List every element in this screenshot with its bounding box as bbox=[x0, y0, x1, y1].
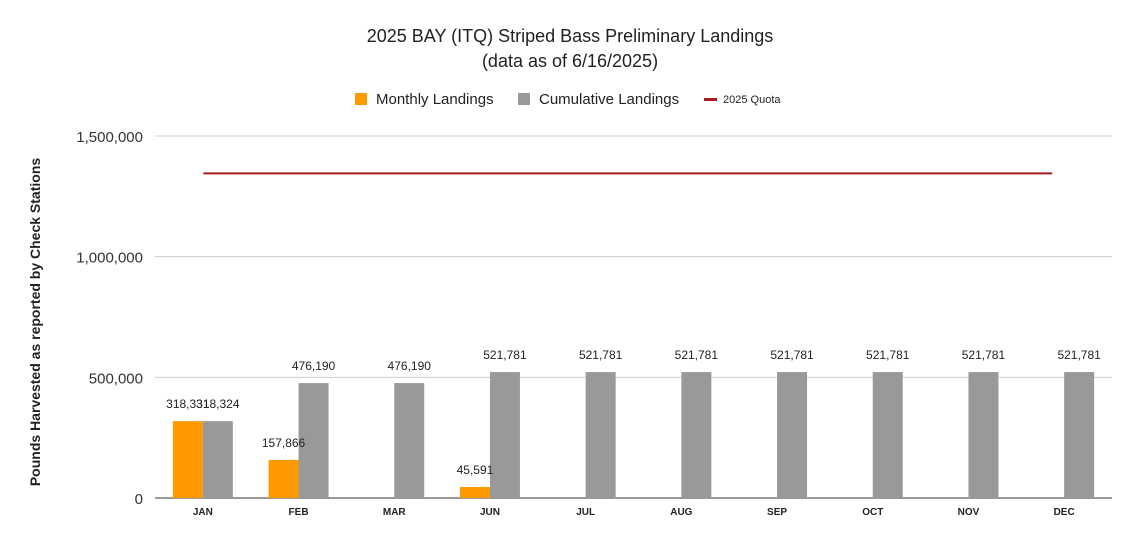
data-label-monthly: 318,331 bbox=[166, 397, 210, 411]
data-label-cumulative: 521,781 bbox=[675, 348, 719, 362]
chart-title: 2025 BAY (ITQ) Striped Bass Preliminary … bbox=[367, 26, 774, 46]
x-tick-label: NOV bbox=[958, 507, 980, 518]
chart-subtitle: (data as of 6/16/2025) bbox=[482, 51, 658, 71]
data-label-monthly: 45,591 bbox=[457, 463, 494, 477]
bar-monthly-jun bbox=[459, 486, 490, 498]
bar-monthly-jan bbox=[172, 421, 203, 498]
y-axis-ticks: 0 500,000 1,000,000 1,500,000 bbox=[76, 129, 143, 508]
bar-cumulative-dec bbox=[1064, 372, 1095, 498]
bar-cumulative-jul bbox=[585, 372, 616, 498]
data-label-cumulative: 476,190 bbox=[388, 359, 432, 373]
legend: Monthly Landings Cumulative Landings 202… bbox=[355, 91, 781, 108]
x-tick-label: SEP bbox=[767, 507, 787, 518]
legend-swatch-monthly bbox=[355, 93, 367, 105]
x-tick-label: JUL bbox=[576, 507, 595, 518]
y-tick-label: 1,500,000 bbox=[76, 129, 143, 146]
data-label-cumulative: 476,190 bbox=[292, 359, 336, 373]
bar-cumulative-mar bbox=[394, 383, 425, 498]
legend-label-cumulative: Cumulative Landings bbox=[539, 91, 679, 108]
x-axis-ticks: JAN FEB MAR JUN JUL AUG SEP OCT NOV DEC bbox=[193, 507, 1075, 518]
data-label-monthly: 157,866 bbox=[262, 436, 306, 450]
x-tick-label: JUN bbox=[480, 507, 500, 518]
y-tick-label: 1,000,000 bbox=[76, 250, 143, 267]
data-label-cumulative: 521,781 bbox=[579, 348, 623, 362]
x-tick-label: JAN bbox=[193, 507, 213, 518]
bar-cumulative-oct bbox=[872, 372, 903, 498]
data-label-cumulative: 521,781 bbox=[866, 348, 910, 362]
x-tick-label: MAR bbox=[383, 507, 407, 518]
bar-cumulative-nov bbox=[968, 372, 999, 498]
legend-swatch-quota bbox=[704, 98, 717, 101]
data-label-cumulative: 521,781 bbox=[1057, 348, 1101, 362]
gridlines bbox=[155, 135, 1112, 499]
bar-monthly-feb bbox=[268, 459, 299, 498]
bar-cumulative-jan bbox=[202, 421, 233, 498]
data-label-cumulative: 521,781 bbox=[962, 348, 1006, 362]
x-tick-label: OCT bbox=[862, 507, 883, 518]
data-label-cumulative: 521,781 bbox=[483, 348, 527, 362]
y-axis-label: Pounds Harvested as reported by Check St… bbox=[27, 158, 43, 487]
legend-label-quota: 2025 Quota bbox=[723, 94, 781, 106]
bar-cumulative-aug bbox=[681, 372, 712, 498]
bar-cumulative-jun bbox=[489, 372, 520, 498]
data-label-cumulative: 318,324 bbox=[196, 397, 240, 411]
y-tick-label: 500,000 bbox=[89, 370, 143, 387]
legend-swatch-cumulative bbox=[518, 93, 530, 105]
legend-label-monthly: Monthly Landings bbox=[376, 91, 494, 108]
bar-cumulative-sep bbox=[777, 372, 808, 498]
x-tick-label: FEB bbox=[289, 507, 309, 518]
data-label-cumulative: 521,781 bbox=[770, 348, 814, 362]
y-tick-label: 0 bbox=[135, 491, 143, 508]
x-tick-label: AUG bbox=[670, 507, 692, 518]
bars bbox=[172, 372, 1095, 498]
x-tick-label: DEC bbox=[1054, 507, 1075, 518]
bar-cumulative-feb bbox=[298, 383, 329, 498]
